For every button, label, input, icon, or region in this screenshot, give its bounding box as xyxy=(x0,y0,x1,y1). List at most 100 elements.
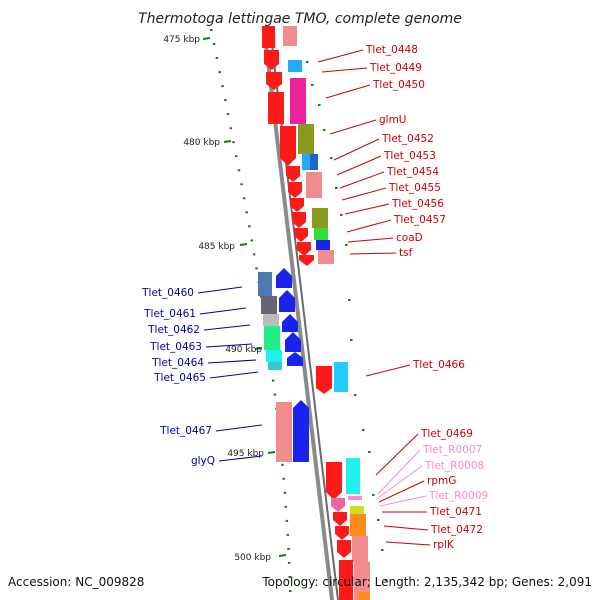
leader-line xyxy=(197,286,243,294)
gene-fwd-block[interactable] xyxy=(339,560,353,600)
gene-tlet-0469[interactable] xyxy=(326,462,342,500)
gene-rev-block[interactable] xyxy=(276,268,292,288)
gene-tlet-0454[interactable] xyxy=(306,172,322,198)
leader-line xyxy=(375,433,419,476)
gene-rpmG[interactable] xyxy=(348,496,362,500)
leader-line xyxy=(329,119,377,135)
kbp-tick xyxy=(202,37,211,40)
label-tlet-0456[interactable]: Tlet_0456 xyxy=(391,198,444,210)
label-tlet-0455[interactable]: Tlet_0455 xyxy=(388,182,441,194)
gene-fwd-block[interactable] xyxy=(299,255,314,266)
label-tlet-r0008[interactable]: Tlet_R0008 xyxy=(424,460,484,472)
label-glmu[interactable]: glmU xyxy=(379,114,407,126)
gene-tlet-0453[interactable] xyxy=(310,154,318,170)
gene-rev-block[interactable] xyxy=(285,332,301,352)
leader-line xyxy=(215,424,263,432)
gene-tlet-0461[interactable] xyxy=(261,296,277,314)
gene-rev-block[interactable] xyxy=(282,314,298,332)
gene-glmU[interactable] xyxy=(298,124,314,154)
label-tlet-0472[interactable]: Tlet_0472 xyxy=(430,524,483,536)
leader-line xyxy=(379,495,427,507)
gene-tlet-0450[interactable] xyxy=(268,92,284,124)
gene-features xyxy=(258,26,370,600)
label-rplk[interactable]: rplK xyxy=(433,539,455,551)
gene-tlet-0457[interactable] xyxy=(314,228,328,240)
gene-tlet-0456[interactable] xyxy=(312,208,328,228)
label-glyq[interactable]: glyQ xyxy=(191,455,215,467)
label-tlet-0461[interactable]: Tlet_0461 xyxy=(143,308,196,320)
gene-tlet-0471-a[interactable] xyxy=(350,506,364,514)
label-tlet-0460[interactable]: Tlet_0460 xyxy=(141,287,194,299)
leader-line xyxy=(218,455,263,462)
gene-tlet-0465[interactable] xyxy=(268,362,282,370)
label-tlet-0469[interactable]: Tlet_0469 xyxy=(420,428,473,440)
label-tlet-r0009[interactable]: Tlet_R0009 xyxy=(428,490,488,502)
gene-tlet-0467[interactable] xyxy=(276,402,292,462)
label-tlet-0448[interactable]: Tlet_0448 xyxy=(365,44,418,56)
gene-fwd-block[interactable] xyxy=(286,166,300,182)
gene-fwd-block[interactable] xyxy=(292,212,306,228)
label-tlet-0471[interactable]: Tlet_0471 xyxy=(429,506,482,518)
gene-glyQ[interactable] xyxy=(293,400,309,462)
kbp-tick xyxy=(254,347,263,350)
label-tlet-0462[interactable]: Tlet_0462 xyxy=(147,324,200,336)
leader-line xyxy=(378,480,425,503)
gene-tlet-0466-b[interactable] xyxy=(334,362,348,392)
leader-line xyxy=(333,138,380,161)
label-tlet-0457[interactable]: Tlet_0457 xyxy=(393,214,446,226)
label-coad[interactable]: coaD xyxy=(396,232,423,244)
gene-fwd-block[interactable] xyxy=(333,512,347,526)
gene-fwd-block[interactable] xyxy=(337,540,351,558)
gene-tlet-0462[interactable] xyxy=(263,314,279,326)
gene-tlet-0472[interactable] xyxy=(352,536,368,562)
gene-tlet-0448[interactable] xyxy=(262,26,275,48)
gene-rev-block[interactable] xyxy=(287,352,303,366)
label-tlet-0466[interactable]: Tlet_0466 xyxy=(412,359,465,371)
label-tlet-r0007[interactable]: Tlet_R0007 xyxy=(422,444,482,456)
leader-line xyxy=(203,324,251,331)
gene-rna-block[interactable] xyxy=(331,498,345,512)
label-tlet-0467[interactable]: Tlet_0467 xyxy=(159,425,212,437)
leader-line xyxy=(205,343,253,348)
gene-tlet-0466[interactable] xyxy=(316,366,332,394)
gene-tlet-0463[interactable] xyxy=(264,326,280,350)
label-tlet-0449[interactable]: Tlet_0449 xyxy=(369,62,422,74)
gene-fwd-block[interactable] xyxy=(358,592,370,600)
gene-tlet-0448-b[interactable] xyxy=(283,26,297,46)
gene-tlet-0471[interactable] xyxy=(350,514,366,536)
gene-tlet-0460[interactable] xyxy=(258,272,272,296)
leader-line xyxy=(207,359,257,364)
gene-tlet-0469-b[interactable] xyxy=(346,458,360,494)
gene-fwd-block[interactable] xyxy=(264,50,279,70)
label-tlet-0452[interactable]: Tlet_0452 xyxy=(381,133,434,145)
gene-tlet-0449[interactable] xyxy=(288,60,302,72)
kbp-tick xyxy=(223,140,232,143)
gene-fwd-block[interactable] xyxy=(290,198,304,212)
leader-line xyxy=(385,541,431,546)
gene-fwd-block[interactable] xyxy=(335,526,349,540)
gene-fwd-block[interactable] xyxy=(297,242,311,256)
label-tlet-0450[interactable]: Tlet_0450 xyxy=(372,79,425,91)
gene-tlet-0464[interactable] xyxy=(266,350,282,362)
leader-line xyxy=(325,84,371,99)
label-tlet-0464[interactable]: Tlet_0464 xyxy=(151,357,204,369)
gene-fwd-block[interactable] xyxy=(294,228,308,242)
label-tsf[interactable]: tsf xyxy=(399,247,413,259)
kbp-label: 475 kbp xyxy=(163,35,200,45)
gene-tsf[interactable] xyxy=(318,250,334,264)
gene-tlet-0450-b[interactable] xyxy=(290,78,306,124)
gene-fwd-block[interactable] xyxy=(266,72,282,90)
gene-fwd-block[interactable] xyxy=(288,182,302,198)
label-tlet-0454[interactable]: Tlet_0454 xyxy=(386,166,439,178)
label-tlet-0465[interactable]: Tlet_0465 xyxy=(153,372,206,384)
gene-coaD[interactable] xyxy=(316,240,330,250)
label-tlet-0463[interactable]: Tlet_0463 xyxy=(149,341,202,353)
gene-rplK[interactable] xyxy=(354,562,370,600)
leader-line xyxy=(383,525,429,531)
label-tlet-0453[interactable]: Tlet_0453 xyxy=(383,150,436,162)
label-rpmg[interactable]: rpmG xyxy=(427,475,456,487)
left-label-group: Tlet_0460 Tlet_0461 Tlet_0462 Tlet_0463 Tlet… xyxy=(141,286,263,467)
gene-rev-block[interactable] xyxy=(279,290,295,312)
gene-fwd-block[interactable] xyxy=(280,126,296,166)
